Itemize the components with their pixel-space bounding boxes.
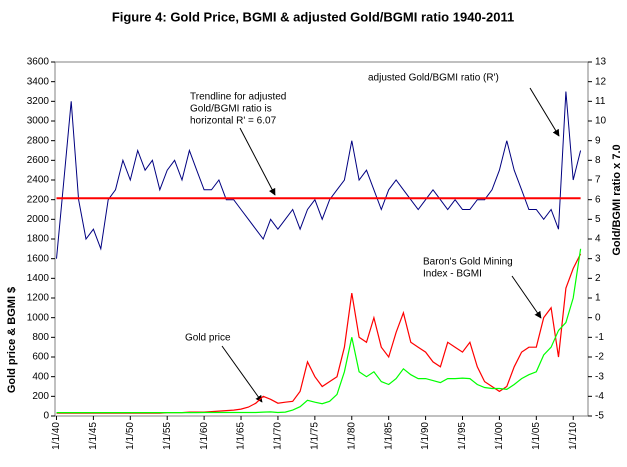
y-tick-label: 600	[32, 352, 49, 363]
x-tick-label: 1/1/70	[273, 422, 284, 450]
annotation: Trendline for adjusted	[190, 92, 286, 103]
y2-tick-label: 0	[595, 312, 601, 323]
y2-tick-label: 1	[595, 293, 601, 304]
y2-tick-label: -4	[595, 391, 604, 402]
y2-tick-label: -3	[595, 371, 604, 382]
x-tick-label: 1/1/50	[125, 422, 136, 450]
y-tick-label: 1200	[27, 293, 50, 304]
x-tick-label: 1/1/80	[346, 422, 357, 450]
y-tick-label: 800	[32, 332, 49, 343]
x-tick-label: 1/1/85	[383, 422, 394, 450]
y-tick-label: 2400	[27, 175, 50, 186]
x-tick-label: 1/1/00	[494, 422, 505, 450]
y-tick-label: 3000	[27, 116, 50, 127]
y-tick-label: 2800	[27, 135, 50, 146]
y2-tick-label: 6	[595, 194, 601, 205]
y2-tick-label: 5	[595, 214, 601, 225]
y-tick-label: 2600	[27, 155, 50, 166]
x-tick-label: 1/1/65	[236, 422, 247, 450]
y-tick-label: 1000	[27, 312, 50, 323]
y2-tick-label: 13	[595, 57, 607, 68]
y-tick-label: 3600	[27, 57, 50, 68]
y-tick-label: 1400	[27, 273, 50, 284]
y2-tick-label: -5	[595, 411, 604, 422]
y-tick-label: 2000	[27, 214, 50, 225]
y2-tick-label: -2	[595, 352, 604, 363]
x-tick-label: 1/1/60	[199, 422, 210, 450]
x-tick-label: 1/1/90	[420, 422, 431, 450]
annotation-arrow	[529, 87, 560, 137]
y2-tick-label: 12	[595, 76, 607, 87]
y2-tick-label: -1	[595, 332, 604, 343]
x-tick-label: 1/1/10	[568, 422, 579, 450]
y-axis-label: Gold price & BGMI $	[6, 287, 18, 393]
y2-tick-label: 4	[595, 234, 601, 245]
y2-axis-label: Gold/BGMI ratio x 7.0	[611, 144, 623, 255]
annotation: Gold/BGMI ratio is	[190, 104, 272, 115]
chart-title: Figure 4: Gold Price, BGMI & adjusted Go…	[112, 9, 514, 24]
y-tick-label: 3200	[27, 96, 50, 107]
y-tick-label: 1600	[27, 253, 50, 264]
annotation: Gold price	[185, 333, 231, 344]
annotation-arrow	[239, 127, 276, 196]
y-tick-label: 400	[32, 371, 49, 382]
annotation: Baron's Gold Mining	[423, 257, 513, 268]
y2-tick-label: 7	[595, 175, 601, 186]
y2-tick-label: 2	[595, 273, 601, 284]
annotation-arrow	[221, 345, 263, 403]
y-tick-label: 0	[43, 411, 49, 422]
y-tick-label: 200	[32, 391, 49, 402]
x-tick-label: 1/1/55	[162, 422, 173, 450]
y-tick-label: 1800	[27, 234, 50, 245]
annotation: adjusted Gold/BGMI ratio (R')	[368, 73, 499, 84]
series-line	[56, 91, 582, 259]
x-tick-label: 1/1/75	[309, 422, 320, 450]
x-tick-label: 1/1/05	[531, 422, 542, 450]
x-tick-label: 1/1/95	[457, 422, 468, 450]
x-tick-label: 1/1/45	[88, 422, 99, 450]
y2-tick-label: 3	[595, 253, 601, 264]
y-tick-label: 2200	[27, 194, 50, 205]
annotation: Index - BGMI	[423, 269, 482, 280]
y2-tick-label: 10	[595, 116, 607, 127]
annotation-arrow	[511, 275, 542, 319]
y2-tick-label: 11	[595, 96, 606, 107]
y-tick-label: 3400	[27, 76, 50, 87]
annotation: horizontal R' = 6.07	[190, 116, 277, 127]
y2-tick-label: 9	[595, 135, 601, 146]
y2-tick-label: 8	[595, 155, 601, 166]
x-tick-label: 1/1/40	[51, 422, 62, 450]
series-line	[56, 248, 582, 414]
